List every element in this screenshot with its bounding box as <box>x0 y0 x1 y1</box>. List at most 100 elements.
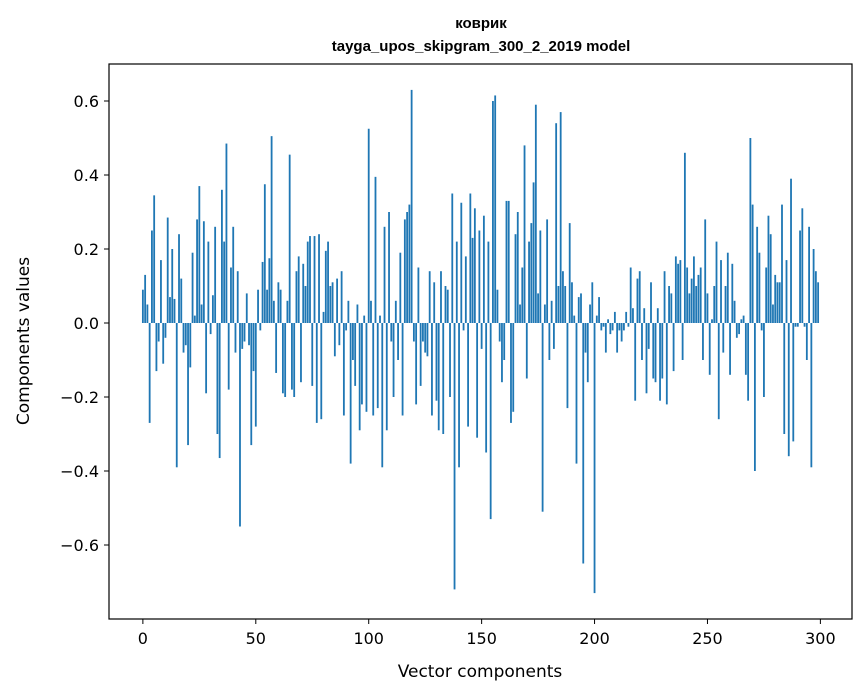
bar <box>532 182 535 323</box>
bar <box>146 304 149 323</box>
bar <box>611 323 614 331</box>
bar <box>408 204 411 323</box>
bar <box>367 128 370 323</box>
bar <box>232 226 235 323</box>
bar <box>184 323 187 346</box>
bar <box>392 323 395 397</box>
bar <box>193 315 196 323</box>
bar <box>656 308 659 323</box>
bar <box>803 323 806 327</box>
bar <box>564 286 567 323</box>
bar <box>358 323 361 431</box>
bar <box>410 89 413 324</box>
y-tick-label: 0.4 <box>74 166 99 185</box>
bar <box>202 221 205 323</box>
bar <box>162 323 165 364</box>
bar <box>333 323 336 357</box>
bar <box>281 323 284 394</box>
bar <box>460 202 463 323</box>
bar <box>661 323 664 379</box>
bar <box>693 256 695 323</box>
bar <box>790 178 792 323</box>
bar <box>674 256 677 323</box>
bar <box>471 237 474 323</box>
bar <box>428 271 431 323</box>
bar <box>216 323 219 434</box>
bar <box>573 315 576 323</box>
bar <box>381 323 384 468</box>
bar <box>338 323 341 346</box>
bar <box>805 323 808 360</box>
bar <box>492 101 494 323</box>
bar <box>175 323 178 468</box>
bar <box>234 323 237 353</box>
bar <box>735 323 738 338</box>
bar <box>550 300 553 323</box>
bar <box>279 289 282 323</box>
bar <box>324 250 327 323</box>
bar <box>756 226 759 323</box>
bar <box>254 323 257 427</box>
bar <box>227 323 230 390</box>
bar <box>327 241 329 323</box>
bar <box>702 323 704 360</box>
bar <box>717 323 720 420</box>
bar <box>697 274 700 323</box>
bar <box>543 304 546 323</box>
bar <box>171 249 174 323</box>
bar <box>817 282 820 323</box>
bar <box>568 223 571 323</box>
bar <box>774 274 777 323</box>
bar <box>609 323 612 335</box>
bar <box>412 323 415 342</box>
bar <box>370 300 372 323</box>
bar <box>462 323 465 331</box>
bar <box>252 323 255 372</box>
bar <box>772 304 774 323</box>
bar <box>672 323 675 372</box>
bar <box>261 261 264 323</box>
bar <box>516 212 519 323</box>
bar <box>417 267 420 323</box>
bar <box>444 286 447 323</box>
bar <box>286 300 289 323</box>
bar <box>160 260 162 323</box>
bar <box>437 323 440 431</box>
bar <box>390 323 393 342</box>
bar <box>552 323 555 349</box>
bar <box>313 236 316 323</box>
bar <box>225 143 228 323</box>
bar <box>724 286 727 323</box>
x-axis-ticks: 0 50 100 150 200 250 300 <box>138 619 836 648</box>
bar <box>397 323 399 360</box>
bar <box>180 278 183 323</box>
bar <box>546 219 549 323</box>
bar <box>641 323 643 360</box>
bar <box>250 323 253 446</box>
bar <box>758 252 761 323</box>
plot-frame <box>108 63 853 620</box>
bar <box>223 241 226 323</box>
bar <box>555 123 558 323</box>
y-tick-label: 0.2 <box>74 240 99 259</box>
bar <box>352 323 354 360</box>
y-tick-label: −0.2 <box>60 388 99 407</box>
bar <box>747 323 750 401</box>
bar <box>406 212 409 323</box>
y-tick-label: −0.6 <box>60 536 99 555</box>
bar <box>584 323 587 353</box>
bar <box>577 297 580 323</box>
bar <box>496 289 499 323</box>
bar <box>494 95 497 323</box>
bar <box>792 323 795 442</box>
bar <box>340 271 343 323</box>
bar <box>686 267 689 323</box>
bar <box>593 323 596 594</box>
bar <box>363 315 366 323</box>
bar <box>751 204 754 323</box>
bar <box>187 323 189 446</box>
bar <box>810 323 813 468</box>
bar <box>505 200 508 323</box>
bar <box>403 219 406 323</box>
bar <box>329 286 332 323</box>
